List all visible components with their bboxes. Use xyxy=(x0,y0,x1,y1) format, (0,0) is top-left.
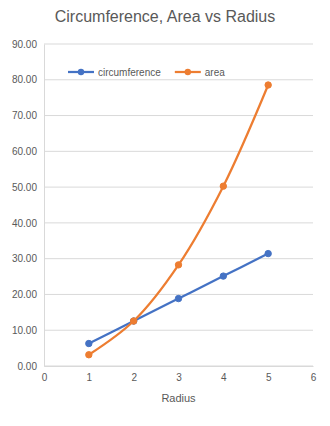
legend-marker xyxy=(78,69,84,75)
x-tick: 2 xyxy=(131,366,137,383)
y-tick-label: 10.00 xyxy=(12,325,37,336)
x-tick-label: 0 xyxy=(42,372,48,383)
x-axis-title: Radius xyxy=(161,392,196,404)
y-tick-label: 50.00 xyxy=(12,182,37,193)
y-tick: 10.00 xyxy=(12,325,44,336)
series-marker xyxy=(265,250,271,256)
y-tick-label: 80.00 xyxy=(12,74,37,85)
x-tick-label: 5 xyxy=(266,372,272,383)
x-tick-label: 1 xyxy=(87,372,93,383)
chart: Circumference, Area vs Radius0.0010.0020… xyxy=(0,0,330,426)
legend-label: circumference xyxy=(98,67,161,78)
y-axis: 0.00 10.00 20.00 30.00 40.00 50.00 60.00 70.00 8… xyxy=(12,39,45,372)
grid-line xyxy=(44,222,313,223)
y-tick-label: 20.00 xyxy=(12,289,37,300)
grid-line xyxy=(44,258,313,259)
y-tick: 20.00 xyxy=(12,289,44,300)
y-tick: 70.00 xyxy=(12,110,44,121)
x-tick: 5 xyxy=(266,366,272,383)
x-tick-label: 2 xyxy=(131,372,137,383)
grid-line xyxy=(44,44,313,45)
legend-item: area xyxy=(175,67,225,78)
series-marker xyxy=(130,318,136,324)
x-tick-label: 6 xyxy=(311,372,317,383)
x-axis-line xyxy=(45,366,314,367)
series-line xyxy=(89,254,268,344)
x-tick: 1 xyxy=(87,366,93,383)
y-tick: 60.00 xyxy=(12,146,44,157)
y-tick-label: 30.00 xyxy=(12,253,37,264)
y-axis-line xyxy=(44,45,45,367)
grid-line xyxy=(44,79,313,80)
y-tick: 30.00 xyxy=(12,253,44,264)
grid-line xyxy=(44,115,313,116)
y-tick: 90.00 xyxy=(12,39,44,50)
y-tick-label: 60.00 xyxy=(12,146,37,157)
x-tick: 0 xyxy=(42,366,48,383)
legend-label: area xyxy=(205,67,225,78)
y-tick-label: 90.00 xyxy=(12,39,37,50)
grid-line xyxy=(44,187,313,188)
x-axis: 0 1 2 3 4 5 6 xyxy=(42,366,317,383)
series-marker xyxy=(86,340,92,346)
grid-line xyxy=(44,294,313,295)
legend-item: circumference xyxy=(68,67,161,78)
series-marker xyxy=(265,82,271,88)
y-tick: 0.00 xyxy=(18,361,44,372)
series-marker xyxy=(86,352,92,358)
series-marker xyxy=(175,295,181,301)
plot-area xyxy=(86,82,272,358)
y-tick-label: 70.00 xyxy=(12,110,37,121)
x-tick: 4 xyxy=(221,366,227,383)
series-line xyxy=(89,85,268,355)
grid xyxy=(44,44,313,366)
series-marker xyxy=(220,183,226,189)
grid-line xyxy=(44,366,313,367)
x-tick-label: 4 xyxy=(221,372,227,383)
series-marker xyxy=(220,273,226,279)
y-tick-label: 40.00 xyxy=(12,218,37,229)
y-tick-label: 0.00 xyxy=(18,361,38,372)
y-tick: 40.00 xyxy=(12,218,44,229)
legend-marker xyxy=(185,69,191,75)
x-tick-label: 3 xyxy=(176,372,182,383)
grid-line xyxy=(44,151,313,152)
x-tick: 6 xyxy=(311,366,317,383)
series-marker xyxy=(175,262,181,268)
legend: circumference area xyxy=(68,67,225,78)
grid-line xyxy=(44,330,313,331)
y-tick: 80.00 xyxy=(12,74,44,85)
x-tick: 3 xyxy=(176,366,182,383)
y-tick: 50.00 xyxy=(12,182,44,193)
chart-title: Circumference, Area vs Radius xyxy=(55,8,276,25)
series-marker xyxy=(130,318,136,324)
